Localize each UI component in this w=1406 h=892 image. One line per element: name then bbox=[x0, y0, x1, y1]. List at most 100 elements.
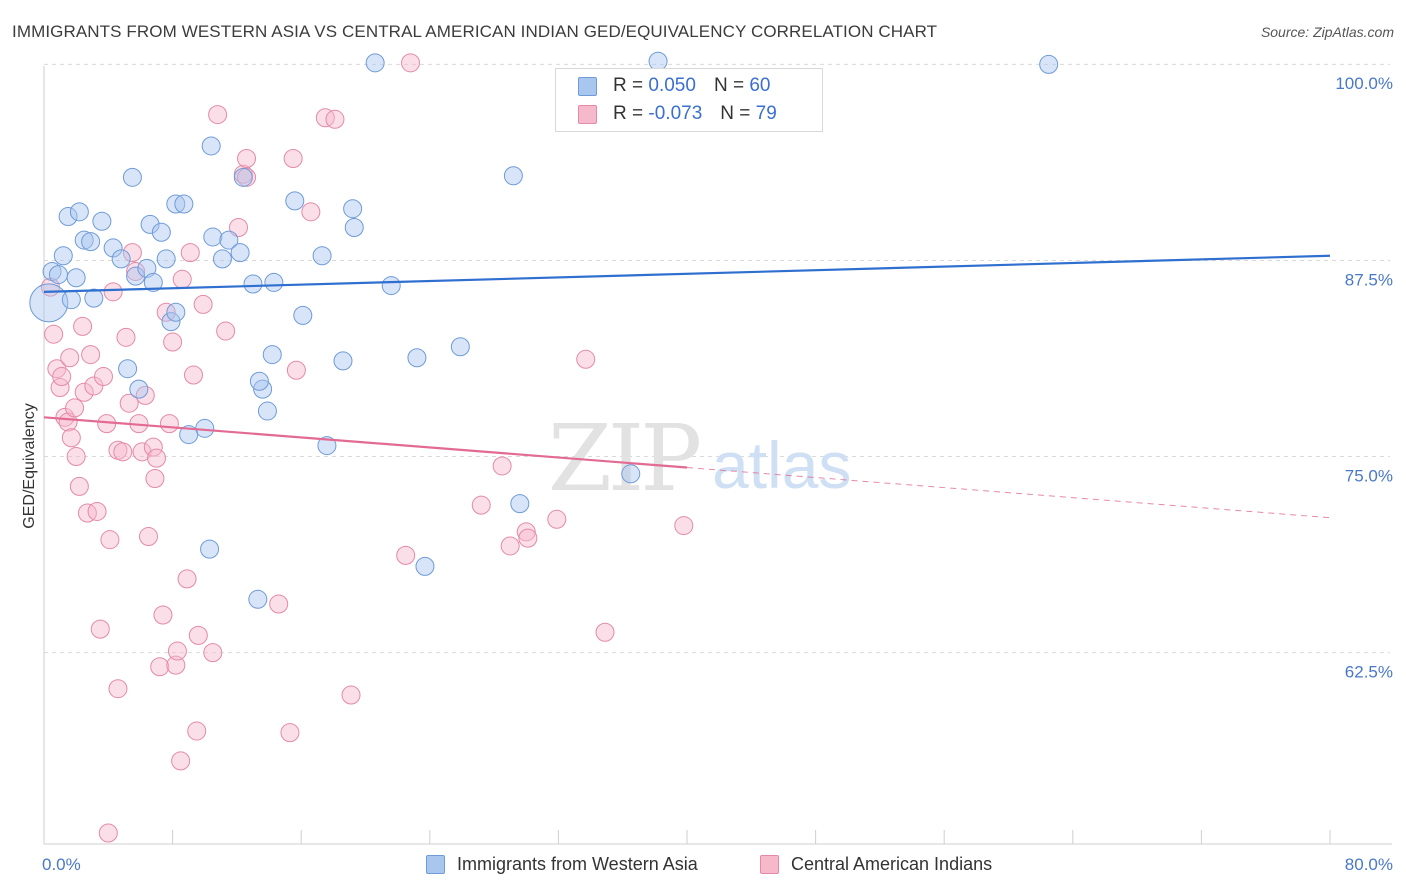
data-point bbox=[471, 495, 491, 515]
data-point bbox=[66, 447, 86, 467]
data-point bbox=[269, 594, 289, 614]
data-point bbox=[216, 321, 236, 341]
data-point bbox=[171, 751, 191, 771]
data-point bbox=[253, 379, 273, 399]
data-point bbox=[401, 53, 421, 73]
data-point bbox=[1039, 54, 1059, 74]
legend-n-label: N = bbox=[713, 75, 745, 96]
series-central-american-indians bbox=[40, 53, 694, 843]
y-tick-label: 75.0% bbox=[1345, 466, 1393, 485]
data-point bbox=[69, 476, 89, 496]
data-point bbox=[87, 501, 107, 521]
correlation-legend: R = 0.050 N = 60 R = -0.073 N = 79 bbox=[555, 68, 823, 132]
data-point bbox=[219, 230, 239, 250]
y-tick-label: 62.5% bbox=[1345, 662, 1393, 681]
series-immigrants-western-asia bbox=[29, 51, 1059, 609]
data-point bbox=[516, 522, 536, 542]
data-point bbox=[193, 294, 213, 314]
data-point bbox=[156, 249, 176, 269]
data-point bbox=[396, 545, 416, 565]
data-point bbox=[111, 249, 131, 269]
data-point bbox=[203, 643, 223, 663]
data-point bbox=[143, 272, 163, 292]
data-point bbox=[200, 539, 220, 559]
data-point bbox=[188, 625, 208, 645]
data-point bbox=[203, 227, 223, 247]
data-point bbox=[81, 232, 101, 252]
data-point bbox=[122, 167, 142, 187]
data-point bbox=[156, 302, 176, 322]
data-point bbox=[381, 276, 401, 296]
data-point bbox=[100, 530, 120, 550]
bottom-legend-swatch-pink bbox=[760, 854, 779, 874]
trend-line bbox=[43, 254, 1331, 293]
legend-r-value: 0.050 bbox=[648, 75, 696, 96]
data-point bbox=[510, 494, 530, 514]
data-point bbox=[84, 288, 104, 308]
data-point bbox=[208, 105, 228, 125]
data-point bbox=[118, 359, 138, 379]
legend-r-label: R = bbox=[613, 75, 644, 96]
legend-n-value: 79 bbox=[755, 103, 777, 124]
data-point bbox=[90, 619, 110, 639]
data-point bbox=[103, 282, 123, 302]
data-point bbox=[132, 442, 152, 462]
data-point bbox=[66, 268, 86, 288]
data-point bbox=[450, 337, 470, 357]
data-point bbox=[179, 425, 199, 445]
data-point bbox=[122, 243, 142, 263]
data-point bbox=[229, 218, 249, 238]
data-point bbox=[119, 393, 139, 413]
data-point bbox=[233, 167, 253, 187]
data-point bbox=[621, 464, 641, 484]
data-point bbox=[61, 290, 81, 310]
data-point bbox=[174, 194, 194, 214]
data-point bbox=[264, 272, 284, 292]
data-point bbox=[312, 246, 332, 266]
bottom-legend-pink: Central American Indians bbox=[760, 852, 992, 876]
data-point bbox=[140, 214, 160, 234]
data-point bbox=[503, 166, 523, 186]
data-point bbox=[159, 414, 179, 434]
data-point bbox=[145, 469, 165, 489]
data-point bbox=[283, 149, 303, 169]
data-point bbox=[74, 230, 94, 250]
data-point bbox=[492, 456, 512, 476]
legend-n-value: 60 bbox=[749, 75, 771, 96]
data-point bbox=[365, 53, 385, 73]
data-point bbox=[58, 412, 78, 432]
data-point bbox=[108, 679, 128, 699]
data-point bbox=[407, 348, 427, 368]
axes bbox=[43, 66, 1392, 845]
data-point bbox=[243, 274, 263, 294]
data-point bbox=[161, 312, 181, 332]
data-point bbox=[201, 136, 221, 156]
data-point bbox=[595, 622, 615, 642]
data-point bbox=[212, 249, 232, 269]
data-point bbox=[137, 258, 157, 278]
data-point bbox=[177, 569, 197, 589]
data-point bbox=[415, 556, 435, 576]
data-point bbox=[65, 398, 85, 418]
data-point bbox=[52, 367, 72, 387]
data-point bbox=[44, 324, 64, 344]
data-point bbox=[153, 605, 173, 625]
data-point bbox=[48, 265, 68, 285]
data-point bbox=[129, 379, 149, 399]
data-point bbox=[126, 266, 146, 286]
data-point bbox=[167, 641, 187, 661]
x-tick-label: 80.0% bbox=[1345, 855, 1393, 874]
data-point bbox=[257, 401, 277, 421]
data-point bbox=[333, 351, 353, 371]
data-point bbox=[163, 332, 183, 352]
data-point bbox=[92, 211, 112, 231]
legend-row-blue: R = 0.050 N = 60 bbox=[578, 73, 770, 99]
data-point bbox=[53, 246, 73, 266]
bottom-legend-label: Central American Indians bbox=[791, 853, 993, 874]
data-point bbox=[343, 199, 363, 219]
data-point bbox=[74, 382, 94, 402]
bottom-legend-label: Immigrants from Western Asia bbox=[457, 853, 698, 874]
data-point bbox=[518, 528, 538, 548]
legend-r-value: -0.073 bbox=[648, 103, 703, 124]
